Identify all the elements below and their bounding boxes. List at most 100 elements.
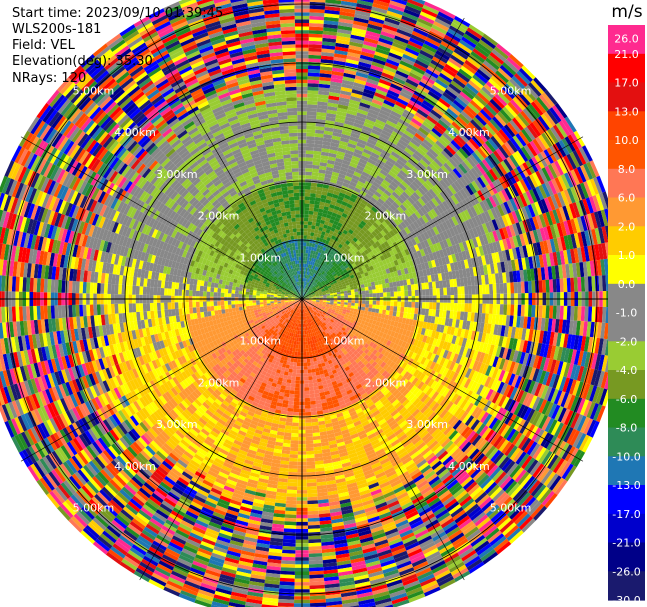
gate <box>315 251 319 256</box>
gate <box>311 254 316 259</box>
gate <box>428 281 433 289</box>
gate <box>472 74 486 87</box>
gate <box>323 299 327 301</box>
gate <box>384 17 401 26</box>
gate <box>450 80 464 92</box>
gate <box>377 82 391 90</box>
gate <box>513 304 518 316</box>
gate <box>389 287 394 293</box>
gate <box>396 28 412 38</box>
gate <box>302 284 304 289</box>
gate <box>372 95 385 103</box>
gate <box>338 192 346 198</box>
gate <box>354 78 367 86</box>
gate <box>337 210 344 216</box>
gate <box>319 165 327 171</box>
gate <box>371 98 384 106</box>
gate <box>385 310 390 316</box>
gate <box>303 292 305 296</box>
gate <box>414 150 424 159</box>
gate <box>405 47 420 57</box>
gate <box>306 118 317 123</box>
gate <box>368 307 373 312</box>
gate <box>402 53 417 63</box>
gate <box>444 129 456 140</box>
gate <box>438 72 453 84</box>
gate <box>409 37 424 47</box>
gate <box>324 13 340 19</box>
gate <box>354 305 359 310</box>
gate <box>316 108 327 113</box>
gate <box>330 255 335 260</box>
gate <box>318 248 323 254</box>
gate <box>538 280 543 293</box>
gate <box>375 142 385 150</box>
gate <box>364 307 369 312</box>
gate <box>566 305 571 321</box>
gate <box>318 169 326 174</box>
gate <box>304 289 307 293</box>
gate <box>421 308 426 316</box>
gate <box>364 37 379 45</box>
gate <box>322 137 332 143</box>
gate <box>352 237 358 243</box>
gate <box>461 36 477 49</box>
gate <box>414 307 419 315</box>
gate <box>334 0 342 1</box>
gate <box>327 106 338 111</box>
gate <box>446 60 461 72</box>
gate <box>446 287 451 296</box>
gate <box>359 202 367 209</box>
gate <box>306 260 310 265</box>
gate <box>382 309 387 315</box>
gate <box>312 281 315 285</box>
gate <box>411 153 422 162</box>
gate <box>414 283 419 291</box>
gate <box>311 285 315 289</box>
gate <box>316 237 321 242</box>
gate <box>361 306 366 311</box>
gate <box>323 27 338 33</box>
gate <box>450 302 455 311</box>
gate <box>462 33 479 46</box>
gate <box>386 292 391 297</box>
gate <box>404 301 409 308</box>
gate <box>453 48 469 60</box>
gate <box>327 188 335 194</box>
gate <box>364 223 371 230</box>
gate <box>339 14 355 21</box>
gate <box>338 173 346 179</box>
gate <box>313 147 322 152</box>
gate <box>520 304 525 317</box>
gate <box>328 258 333 263</box>
gate <box>368 108 380 116</box>
gate <box>302 292 304 296</box>
gate <box>358 135 369 142</box>
gate <box>333 205 340 211</box>
gate <box>358 303 362 307</box>
gate <box>485 284 490 295</box>
gate <box>412 135 423 145</box>
gate <box>303 245 307 250</box>
gate <box>410 68 424 79</box>
gate <box>347 292 352 296</box>
gate <box>411 117 423 127</box>
gate <box>341 163 350 169</box>
gate <box>314 225 320 231</box>
gate <box>345 191 353 197</box>
gate <box>442 132 454 143</box>
gate <box>319 237 324 243</box>
gate <box>373 0 390 8</box>
gate <box>459 91 473 103</box>
gate <box>339 140 349 147</box>
gate <box>303 285 306 289</box>
gate <box>330 259 335 264</box>
gate <box>337 222 343 228</box>
gate <box>448 57 463 69</box>
gate <box>328 91 341 98</box>
gate <box>379 34 395 43</box>
gate <box>375 210 383 217</box>
gate <box>435 78 449 89</box>
gate <box>304 289 307 293</box>
gate <box>305 150 314 155</box>
